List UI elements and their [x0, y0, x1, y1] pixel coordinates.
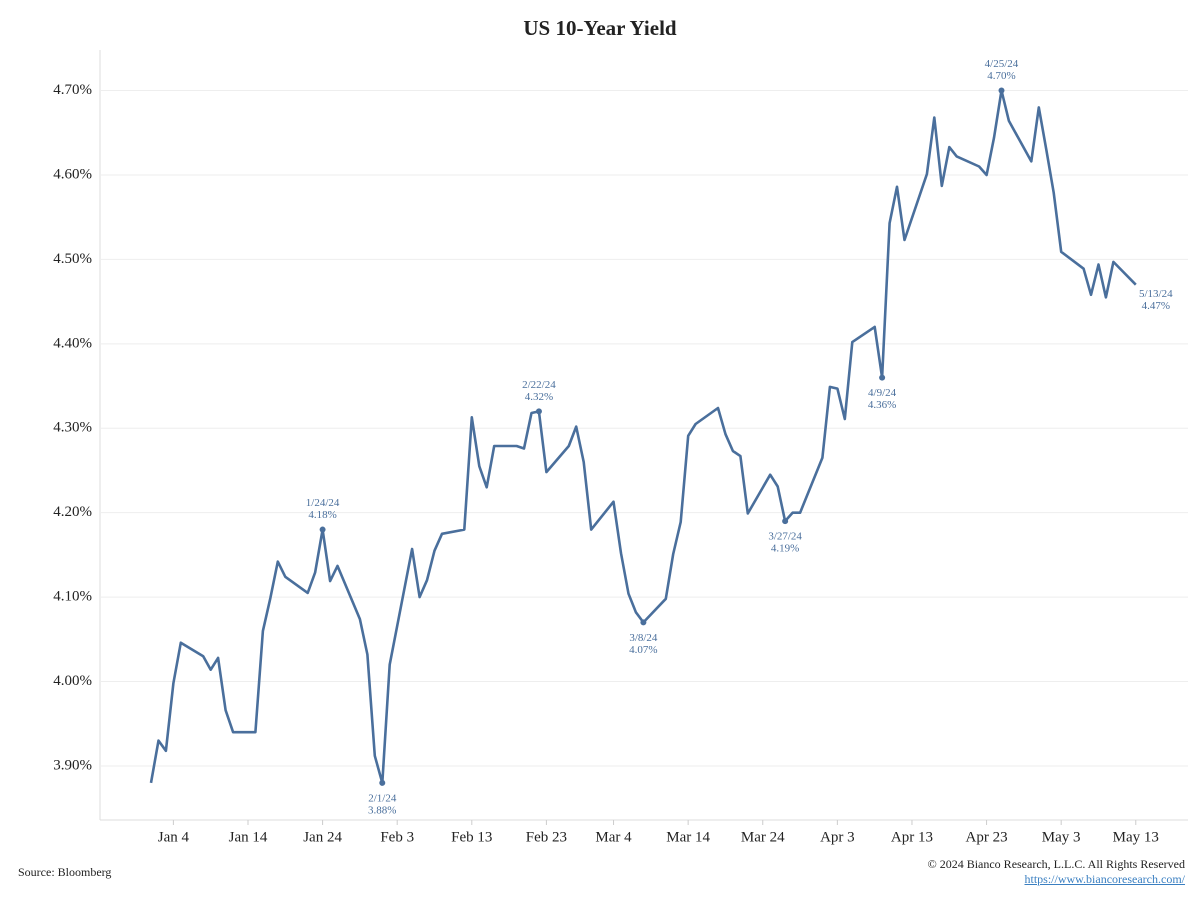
x-tick-label: Jan 14 [229, 829, 268, 845]
y-tick-label: 4.50% [53, 251, 92, 267]
website-link[interactable]: https://www.biancoresearch.com/ [1024, 872, 1185, 886]
x-tick-label: Jan 4 [158, 829, 190, 845]
annotation-date: 3/27/24 [768, 531, 802, 543]
annotation-dot [998, 87, 1005, 94]
annotation-date: 1/24/24 [306, 497, 340, 509]
x-tick-label: Apr 3 [820, 829, 855, 845]
annotation-value: 4.47% [1142, 300, 1170, 312]
x-tick-label: May 13 [1113, 829, 1159, 845]
annotation-date: 4/9/24 [868, 387, 897, 399]
annotation-dot [535, 408, 542, 415]
annotation-dot [879, 374, 886, 381]
annotation-value: 3.88% [368, 804, 396, 816]
x-tick-label: Apr 13 [891, 829, 933, 845]
annotation-value: 4.70% [987, 70, 1015, 82]
y-tick-label: 4.20% [53, 504, 92, 520]
annotation-value: 4.36% [868, 399, 896, 411]
y-tick-label: 4.70% [53, 82, 92, 98]
source: Source: Bloomberg [18, 865, 112, 879]
annotation-date: 5/13/24 [1139, 288, 1173, 300]
x-tick-label: May 3 [1042, 829, 1081, 845]
annotation-date: 3/8/24 [629, 632, 658, 644]
y-tick-label: 4.00% [53, 673, 92, 689]
x-tick-label: Mar 4 [595, 829, 632, 845]
annotation-dot [379, 779, 386, 786]
x-tick-label: Jan 24 [303, 829, 342, 845]
annotation-dot [782, 518, 789, 525]
annotation-dot [640, 619, 647, 626]
annotation-dot [319, 526, 326, 533]
annotation-value: 4.19% [771, 543, 799, 555]
x-tick-label: Mar 14 [666, 829, 710, 845]
annotation-value: 4.07% [629, 644, 657, 656]
y-tick-label: 4.60% [53, 166, 92, 182]
x-tick-label: Feb 13 [451, 829, 492, 845]
x-tick-label: Mar 24 [741, 829, 785, 845]
y-tick-label: 4.10% [53, 589, 92, 605]
x-tick-label: Feb 3 [380, 829, 414, 845]
x-tick-label: Feb 23 [526, 829, 567, 845]
annotation-date: 2/1/24 [368, 792, 397, 804]
copyright: © 2024 Bianco Research, L.L.C. All Right… [927, 857, 1185, 871]
annotation-value: 4.32% [525, 391, 553, 403]
chart-title: US 10-Year Yield [523, 16, 677, 40]
annotation-date: 4/25/24 [985, 58, 1019, 70]
y-tick-label: 4.30% [53, 420, 92, 436]
y-tick-label: 4.40% [53, 335, 92, 351]
x-tick-label: Apr 23 [966, 829, 1008, 845]
annotation-date: 2/22/24 [522, 379, 556, 391]
yield-line [149, 89, 1137, 785]
y-tick-label: 3.90% [53, 757, 92, 773]
annotation-value: 4.18% [308, 509, 336, 521]
